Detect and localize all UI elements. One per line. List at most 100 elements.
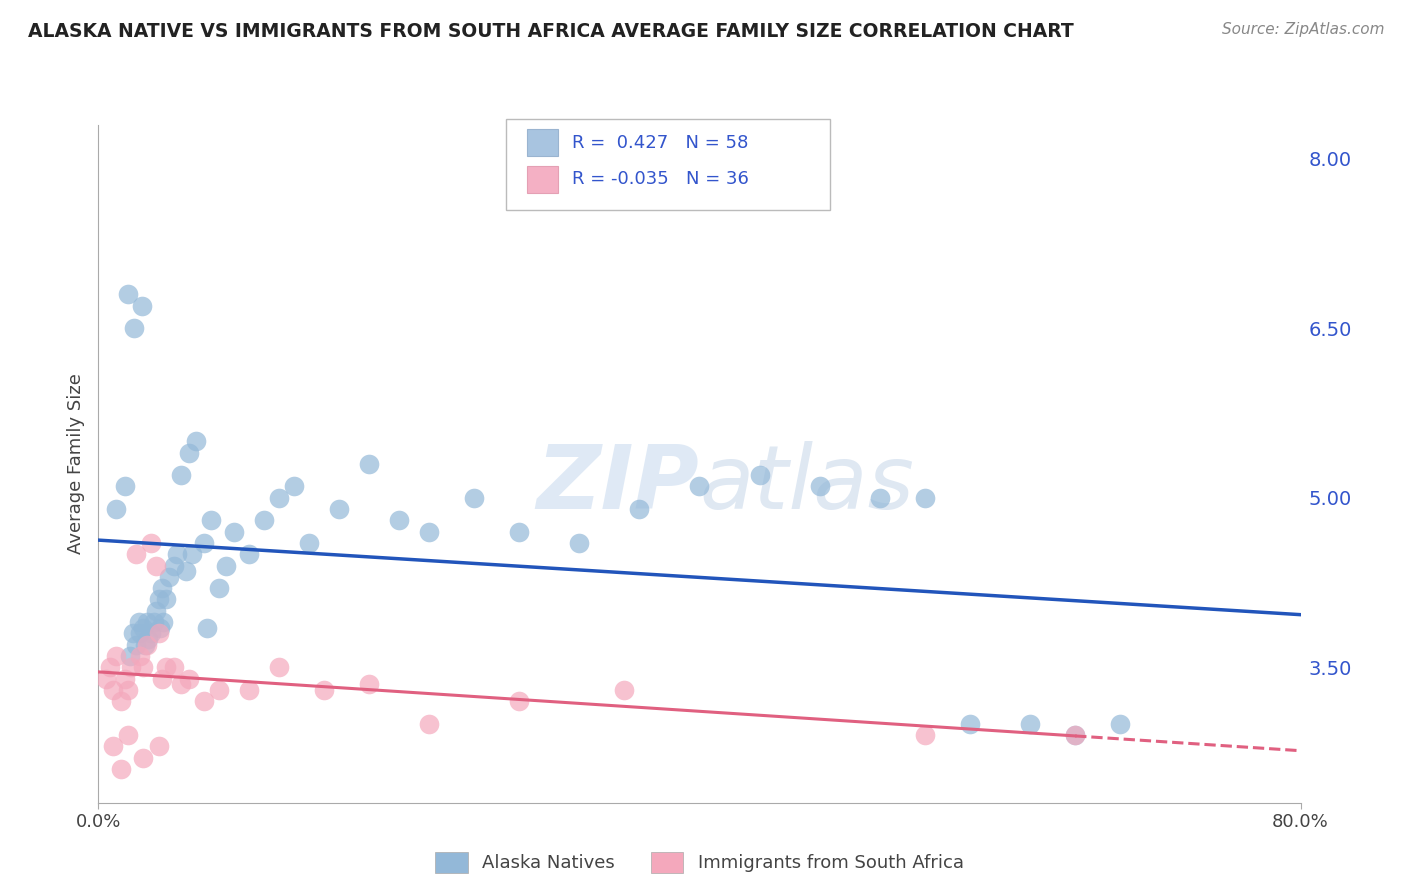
Point xyxy=(959,716,981,731)
Point xyxy=(463,491,485,505)
Point xyxy=(166,547,188,561)
Point xyxy=(914,491,936,505)
Legend: Alaska Natives, Immigrants from South Africa: Alaska Natives, Immigrants from South Af… xyxy=(426,843,973,882)
Point xyxy=(114,672,136,686)
Point xyxy=(94,672,117,686)
Point xyxy=(177,445,200,459)
Point xyxy=(1109,716,1132,731)
Point xyxy=(195,621,218,635)
Point xyxy=(143,615,166,629)
Point xyxy=(748,468,770,483)
Point xyxy=(148,739,170,754)
Text: atlas: atlas xyxy=(700,442,914,527)
Point xyxy=(110,694,132,708)
Point xyxy=(152,615,174,629)
Point xyxy=(125,638,148,652)
Point xyxy=(193,536,215,550)
Point xyxy=(162,660,184,674)
Point xyxy=(1019,716,1042,731)
Point xyxy=(148,626,170,640)
Point xyxy=(162,558,184,573)
Point xyxy=(114,479,136,493)
Point xyxy=(253,513,276,527)
Point xyxy=(613,682,636,697)
Point xyxy=(103,682,125,697)
Point xyxy=(134,638,156,652)
Point xyxy=(508,694,530,708)
Point xyxy=(125,547,148,561)
Point xyxy=(808,479,831,493)
Point xyxy=(103,739,125,754)
Text: ZIP: ZIP xyxy=(537,441,700,528)
Point xyxy=(628,502,651,516)
Point xyxy=(357,677,380,691)
Point xyxy=(122,626,145,640)
Point xyxy=(105,502,128,516)
Point xyxy=(121,660,143,674)
Point xyxy=(388,513,411,527)
Point xyxy=(145,604,167,618)
Point xyxy=(193,694,215,708)
Point xyxy=(148,592,170,607)
Point xyxy=(283,479,305,493)
Point xyxy=(184,434,207,449)
Point xyxy=(689,479,711,493)
Text: R =  0.427   N = 58: R = 0.427 N = 58 xyxy=(572,134,748,152)
Point xyxy=(129,626,152,640)
Point xyxy=(312,682,335,697)
Point xyxy=(267,491,290,505)
Point xyxy=(129,648,152,663)
Point xyxy=(136,632,159,646)
Point xyxy=(110,762,132,776)
Point xyxy=(131,299,153,313)
Point xyxy=(914,728,936,742)
Point xyxy=(508,524,530,539)
Point xyxy=(170,677,193,691)
Point xyxy=(150,672,173,686)
Y-axis label: Average Family Size: Average Family Size xyxy=(66,374,84,554)
Point xyxy=(208,581,231,595)
Point xyxy=(208,682,231,697)
Point xyxy=(118,648,141,663)
Point xyxy=(132,621,155,635)
Point xyxy=(155,660,177,674)
Point xyxy=(128,615,150,629)
Point xyxy=(174,564,197,578)
Point xyxy=(124,321,146,335)
Point xyxy=(155,592,177,607)
Point xyxy=(328,502,350,516)
Point xyxy=(869,491,891,505)
Text: Source: ZipAtlas.com: Source: ZipAtlas.com xyxy=(1222,22,1385,37)
Point xyxy=(132,750,155,764)
Point xyxy=(418,524,440,539)
Point xyxy=(150,581,173,595)
Point xyxy=(139,626,162,640)
Point xyxy=(135,615,157,629)
Point xyxy=(149,621,172,635)
Point xyxy=(238,547,260,561)
Point xyxy=(200,513,222,527)
Point xyxy=(215,558,238,573)
Text: ALASKA NATIVE VS IMMIGRANTS FROM SOUTH AFRICA AVERAGE FAMILY SIZE CORRELATION CH: ALASKA NATIVE VS IMMIGRANTS FROM SOUTH A… xyxy=(28,22,1074,41)
Point xyxy=(117,682,139,697)
Point xyxy=(177,672,200,686)
Point xyxy=(568,536,591,550)
Point xyxy=(139,536,162,550)
Point xyxy=(238,682,260,697)
Point xyxy=(117,728,139,742)
Point xyxy=(180,547,202,561)
Point xyxy=(1064,728,1087,742)
Point xyxy=(418,716,440,731)
Point xyxy=(298,536,321,550)
Point xyxy=(132,660,155,674)
Point xyxy=(222,524,245,539)
Point xyxy=(157,570,180,584)
Point xyxy=(267,660,290,674)
Point xyxy=(357,457,380,471)
Point xyxy=(105,648,128,663)
Point xyxy=(170,468,193,483)
Point xyxy=(117,287,139,301)
Point xyxy=(145,558,167,573)
Point xyxy=(135,638,157,652)
Point xyxy=(100,660,122,674)
